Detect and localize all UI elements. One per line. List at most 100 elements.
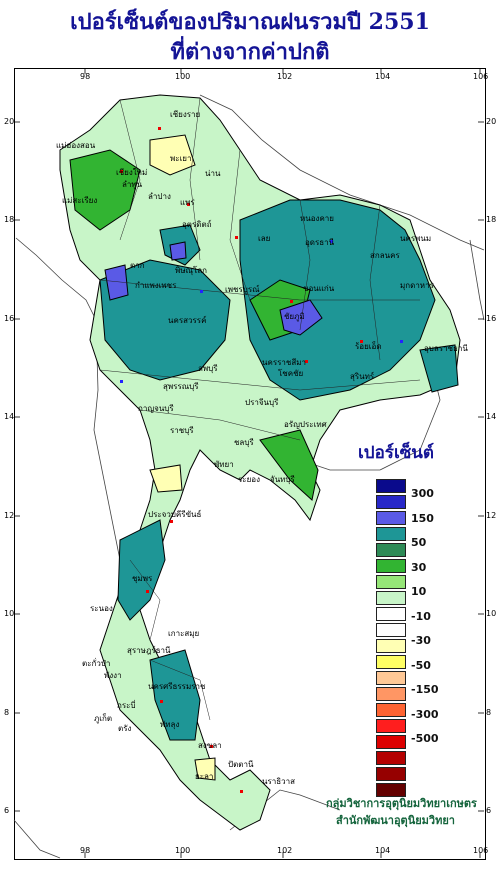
place-label: อุบลราชธานี [424,344,468,353]
place-label: ลพบุรี [198,364,218,373]
legend-color-box [376,559,406,573]
place-label: โชคชัย [278,369,304,378]
legend-label: 10 [411,585,427,598]
neighbor-borders [13,94,485,859]
legend-color-box [376,527,406,541]
place-label: สุราษฎร์ธานี [127,646,171,655]
place-label: พิษณุโลก [175,266,208,275]
lat-tick: 6 [4,806,10,815]
place-label: เลย [258,234,271,243]
legend-color-box [376,495,406,509]
place-label: ราชบุรี [170,426,194,435]
place-label: นครราชสีมา [262,358,306,367]
place-label: แม่ฮ่องสอน [56,141,96,150]
map-subtitle: ที่ต่างจากค่าปกติ [170,39,330,65]
place-label: ตะกั่วป่า [82,659,111,668]
legend-color-box [376,703,406,717]
station-marker [187,203,190,206]
lat-tick: 6 [486,806,492,815]
place-label: อุดรธานี [305,238,335,247]
lat-tick: 8 [4,708,10,717]
legend-label: -30 [411,634,431,647]
place-label: สุพรรณบุรี [163,382,199,391]
lon-tick: 102 [277,846,293,855]
lat-tick: 12 [486,511,497,520]
legend-label: 50 [411,536,427,549]
cambodia-border [299,359,441,471]
station-marker [330,240,333,243]
legend-label: -150 [411,683,439,696]
place-label: ตรัง [118,724,132,733]
station-marker [240,790,243,793]
place-label: ปัตตานี [228,760,254,769]
legend-color-box [376,543,406,557]
place-label: ชุมพร [132,574,153,583]
lat-tick: 20 [4,117,15,126]
lat-tick: 18 [4,215,15,224]
axis-ticks [14,68,484,858]
legend-color-box [376,671,406,685]
place-label: ชัยภูมิ [284,312,305,321]
station-marker [200,290,203,293]
place-label: หนองคาย [300,214,334,223]
legend-color-scale [376,479,406,799]
lat-tick: 12 [4,511,15,520]
place-label: แม่สะเรียง [62,196,98,205]
station-marker [146,590,149,593]
place-label: นครสวรรค์ [168,316,207,325]
lon-tick: 98 [80,846,91,855]
place-label: น่าน [205,169,221,178]
lat-tick: 18 [486,215,497,224]
lon-tick: 106 [473,846,489,855]
lon-tick: 100 [175,72,191,81]
place-label: นครพนม [400,234,432,243]
legend-color-box [376,783,406,797]
place-label: ปราจีนบุรี [245,398,279,407]
lat-tick: 20 [486,117,497,126]
place-label: สกลนคร [370,251,400,260]
legend-color-box [376,639,406,653]
station-marker [305,360,308,363]
credit-line-1: กลุ่มวิชาการอุตุนิยมวิทยาเกษตร [326,797,477,810]
place-label: กำแพงเพชร [135,281,177,290]
place-label: เกาะสมุย [168,629,200,638]
place-label: ลำพูน [122,180,143,189]
place-label: ภูเก็ต [94,714,113,723]
lon-tick: 102 [277,72,293,81]
sumatra-border [13,819,61,859]
legend-label: -50 [411,658,431,672]
place-label: นราธิวาส [262,777,296,786]
station-marker [235,236,238,239]
legend-color-box [376,719,406,733]
place-label: เชียงราย [170,110,201,119]
place-label: ลำปาง [148,192,171,201]
legend-label: 30 [411,560,427,574]
thailand-landmass [59,94,461,831]
place-label: ประจวบคีรีขันธ์ [148,510,202,519]
place-label: ร้อยเอ็ด [355,342,382,351]
place-label: จันทบุรี [270,475,295,484]
lat-tick: 14 [486,412,497,421]
province-lines [99,97,421,721]
lon-tick: 104 [375,72,391,81]
place-label: ยะลา [195,772,214,781]
place-label: ขอนแก่น [303,284,335,293]
legend-color-box [376,591,406,605]
legend-color-box [376,575,406,589]
laos-east [469,239,485,321]
myanmar-border [15,237,125,591]
lat-tick: 10 [4,609,15,618]
legend-color-box [376,623,406,637]
lon-tick: 98 [80,72,91,81]
station-marker [170,520,173,523]
place-label: พังงา [104,671,122,680]
legend-color-box [376,735,406,749]
station-marker [160,700,163,703]
place-label: พัทลุง [160,720,180,729]
legend-label: -10 [411,609,431,623]
legend-color-box [376,511,406,525]
legend-color-box [376,687,406,701]
lat-tick: 16 [4,314,15,323]
legend-color-box [376,767,406,781]
